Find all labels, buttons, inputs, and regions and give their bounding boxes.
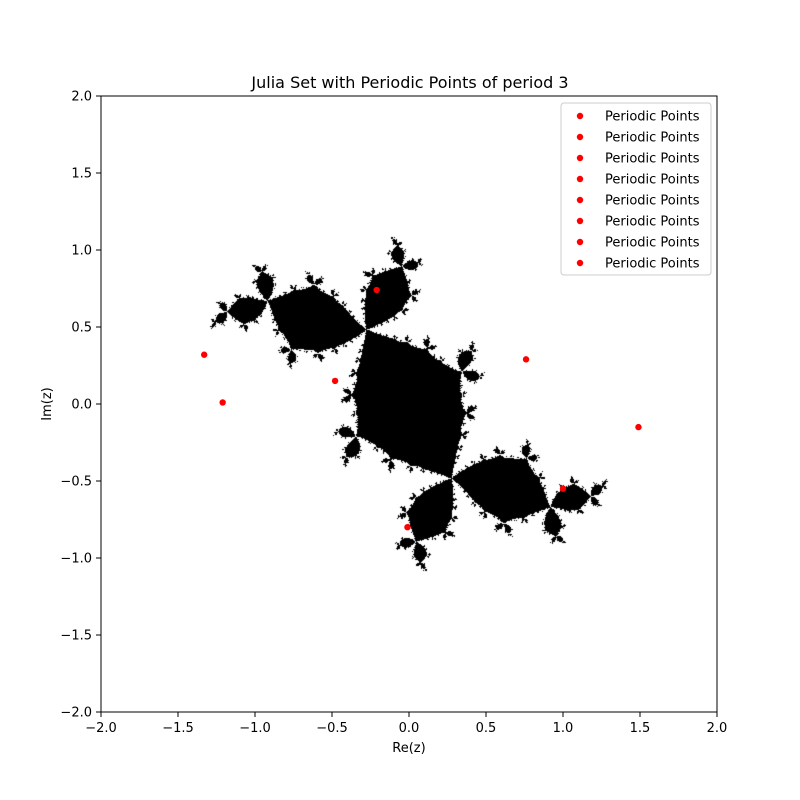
- legend-marker: [576, 238, 584, 246]
- x-tick-label: 1.0: [553, 721, 574, 736]
- legend-label: Periodic Points: [605, 173, 700, 188]
- legend-label: Periodic Points: [605, 152, 700, 167]
- periodic-point: [219, 399, 226, 406]
- x-tick-label: 0.5: [476, 721, 497, 736]
- y-axis: −2.0 −1.5 −1.0 −0.5 0.0 0.5 1.0 1.5 2.0: [60, 90, 101, 721]
- y-tick-label: −1.0: [60, 552, 92, 567]
- legend-marker: [576, 154, 584, 162]
- y-tick-label: −2.0: [60, 706, 92, 721]
- periodic-point: [331, 377, 339, 385]
- y-axis-label: Im(z): [40, 387, 55, 420]
- periodic-point: [373, 286, 380, 294]
- x-tick-label: −2.0: [85, 721, 117, 736]
- y-tick-label: 0.5: [71, 321, 92, 336]
- legend-label: Periodic Points: [605, 215, 700, 230]
- periodic-point: [522, 356, 530, 363]
- legend-box: [560, 102, 712, 276]
- x-tick-label: 2.0: [707, 721, 728, 736]
- y-tick-label: 1.0: [71, 244, 92, 259]
- legend-label: Periodic Points: [605, 257, 700, 272]
- legend-label: Periodic Points: [605, 194, 700, 209]
- x-tick-label: 1.5: [630, 721, 651, 736]
- legend-marker: [576, 259, 584, 267]
- y-tick-label: −0.5: [60, 475, 92, 490]
- legend-marker: [576, 196, 584, 204]
- chart-title: Julia Set with Periodic Points of period…: [250, 73, 568, 92]
- x-axis: −2.0 −1.5 −1.0 −0.5 0.0 0.5 1.0 1.5 2.0: [85, 712, 727, 736]
- legend-marker: [576, 133, 584, 141]
- legend-marker: [576, 112, 584, 120]
- x-tick-label: −0.5: [316, 721, 348, 736]
- x-tick-label: −1.0: [239, 721, 271, 736]
- periodic-point: [559, 485, 567, 492]
- y-tick-label: 2.0: [71, 90, 92, 105]
- legend-marker: [576, 217, 584, 225]
- y-tick-label: 1.5: [71, 167, 92, 182]
- y-tick-label: −1.5: [60, 629, 92, 644]
- periodic-point: [404, 524, 411, 531]
- x-tick-label: 0.0: [399, 721, 420, 736]
- x-tick-label: −1.5: [162, 721, 194, 736]
- periodic-points-layer: [200, 286, 642, 531]
- legend-label: Periodic Points: [605, 131, 700, 146]
- periodic-point: [635, 423, 642, 431]
- legend-label: Periodic Points: [605, 236, 700, 251]
- y-tick-label: 0.0: [71, 398, 92, 413]
- legend: Periodic Points Periodic Points Periodic P…: [560, 102, 712, 276]
- legend-label: Periodic Points: [605, 110, 700, 125]
- x-axis-label: Re(z): [392, 741, 425, 756]
- periodic-point: [200, 351, 208, 358]
- legend-marker: [576, 175, 584, 183]
